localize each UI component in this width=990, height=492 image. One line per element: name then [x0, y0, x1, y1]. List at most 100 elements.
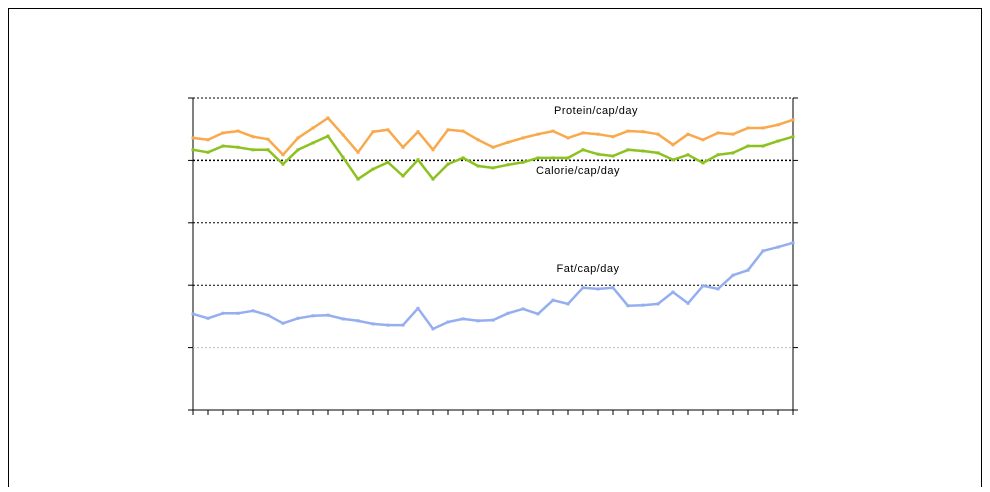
point: [641, 149, 645, 153]
point: [431, 327, 435, 331]
point: [371, 322, 375, 326]
point: [296, 148, 300, 152]
line-series: [192, 116, 794, 157]
point: [476, 138, 480, 142]
point: [536, 312, 540, 316]
point: [266, 148, 270, 152]
point: [731, 273, 735, 277]
point: [251, 309, 255, 313]
point: [461, 317, 465, 321]
point: [191, 312, 195, 316]
point: [776, 245, 780, 249]
point: [611, 286, 615, 290]
point: [731, 151, 735, 155]
point: [491, 145, 495, 149]
point: [281, 153, 285, 157]
point: [566, 156, 570, 160]
point: [761, 144, 765, 148]
point: [626, 129, 630, 133]
point: [326, 134, 330, 138]
point: [191, 148, 195, 152]
point: [716, 287, 720, 291]
point: [416, 130, 420, 134]
point: [671, 158, 675, 162]
point: [671, 143, 675, 147]
point: [401, 323, 405, 327]
point: [341, 133, 345, 137]
point: [626, 304, 630, 308]
point: [356, 177, 360, 181]
point: [251, 148, 255, 152]
point: [446, 320, 450, 324]
point: [746, 268, 750, 272]
point: [236, 145, 240, 149]
series-label: Protein/cap/day: [554, 105, 638, 117]
point: [281, 162, 285, 166]
point: [536, 156, 540, 160]
point: [266, 313, 270, 317]
point: [386, 128, 390, 132]
point: [311, 314, 315, 318]
point: [251, 135, 255, 139]
point: [581, 286, 585, 290]
point: [551, 156, 555, 160]
point: [191, 136, 195, 140]
point: [731, 132, 735, 136]
point: [791, 118, 795, 122]
point: [221, 311, 225, 315]
point: [326, 313, 330, 317]
point: [341, 317, 345, 321]
point: [701, 138, 705, 142]
point: [776, 123, 780, 127]
point: [686, 153, 690, 157]
point: [431, 177, 435, 181]
point: [416, 306, 420, 310]
point: [401, 145, 405, 149]
point: [656, 151, 660, 155]
point: [566, 136, 570, 140]
point: [506, 163, 510, 167]
point: [476, 319, 480, 323]
point: [221, 144, 225, 148]
point: [701, 284, 705, 288]
point: [746, 144, 750, 148]
point: [236, 311, 240, 315]
point: [776, 139, 780, 143]
point: [641, 130, 645, 134]
point: [431, 148, 435, 152]
point: [686, 301, 690, 305]
point: [326, 116, 330, 120]
point: [401, 174, 405, 178]
point: [206, 138, 210, 142]
point: [491, 166, 495, 170]
point: [266, 137, 270, 141]
point: [416, 158, 420, 162]
point: [566, 302, 570, 306]
point: [596, 152, 600, 156]
point: [446, 128, 450, 132]
point: [761, 249, 765, 253]
point: [491, 318, 495, 322]
point: [686, 132, 690, 136]
point: [311, 141, 315, 145]
point: [236, 129, 240, 133]
point: [656, 302, 660, 306]
point: [791, 241, 795, 245]
point: [386, 160, 390, 164]
point: [611, 135, 615, 139]
point: [761, 126, 765, 130]
point: [521, 160, 525, 164]
point: [446, 162, 450, 166]
point: [296, 136, 300, 140]
point: [206, 150, 210, 154]
point: [536, 132, 540, 136]
point: [716, 153, 720, 157]
point: [341, 155, 345, 159]
frame: [8, 8, 982, 487]
point: [596, 132, 600, 136]
point: [371, 167, 375, 171]
point: [671, 290, 675, 294]
point: [386, 323, 390, 327]
point: [356, 319, 360, 323]
point: [701, 161, 705, 165]
